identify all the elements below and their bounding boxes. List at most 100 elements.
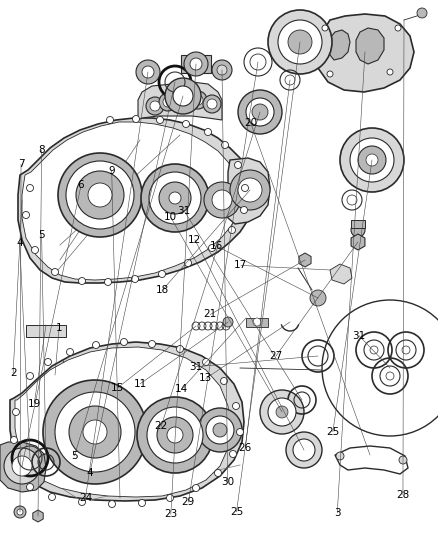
Text: 21: 21 — [204, 310, 217, 319]
Text: 14: 14 — [175, 384, 188, 394]
Circle shape — [278, 20, 322, 64]
Text: 31: 31 — [353, 331, 366, 341]
Polygon shape — [33, 510, 43, 522]
Circle shape — [206, 416, 234, 444]
Polygon shape — [18, 118, 254, 283]
Circle shape — [13, 408, 20, 416]
Text: 8: 8 — [38, 146, 45, 155]
Bar — [26, 325, 66, 337]
Circle shape — [229, 227, 236, 233]
Text: 1: 1 — [56, 323, 63, 333]
Text: 9: 9 — [108, 166, 115, 175]
Polygon shape — [138, 82, 222, 120]
Text: 7: 7 — [18, 159, 25, 169]
Circle shape — [253, 318, 261, 326]
Circle shape — [417, 8, 427, 18]
Circle shape — [174, 91, 192, 109]
Circle shape — [88, 183, 112, 207]
Circle shape — [138, 499, 145, 506]
Circle shape — [193, 95, 203, 105]
Text: 30: 30 — [221, 478, 234, 487]
Polygon shape — [226, 158, 270, 224]
Text: 18: 18 — [155, 286, 169, 295]
Circle shape — [238, 90, 282, 134]
Circle shape — [76, 171, 124, 219]
Circle shape — [141, 164, 209, 232]
Circle shape — [159, 182, 191, 214]
Text: 22: 22 — [155, 422, 168, 431]
Circle shape — [22, 212, 29, 219]
Circle shape — [27, 373, 33, 379]
Circle shape — [234, 161, 241, 168]
Circle shape — [173, 86, 193, 106]
Circle shape — [310, 290, 326, 306]
Circle shape — [149, 172, 201, 224]
Circle shape — [159, 93, 177, 111]
Text: 15: 15 — [111, 383, 124, 393]
Circle shape — [322, 25, 328, 31]
Text: 17: 17 — [234, 261, 247, 270]
Text: 29: 29 — [182, 497, 195, 507]
Circle shape — [230, 170, 270, 210]
Circle shape — [146, 97, 164, 115]
Circle shape — [222, 141, 229, 149]
Circle shape — [184, 52, 208, 76]
Circle shape — [246, 98, 274, 126]
Polygon shape — [356, 28, 384, 64]
Text: 28: 28 — [396, 490, 410, 499]
Text: 25: 25 — [230, 507, 243, 516]
Circle shape — [83, 420, 107, 444]
Circle shape — [78, 498, 85, 505]
Circle shape — [136, 60, 160, 84]
Circle shape — [238, 178, 262, 202]
Circle shape — [106, 117, 113, 124]
Circle shape — [198, 408, 242, 452]
Circle shape — [252, 104, 268, 120]
Circle shape — [169, 192, 181, 204]
Text: 6: 6 — [78, 181, 85, 190]
Circle shape — [208, 245, 215, 252]
Circle shape — [49, 494, 56, 500]
Circle shape — [167, 427, 183, 443]
Bar — [246, 318, 268, 327]
Circle shape — [11, 437, 18, 443]
Circle shape — [131, 276, 138, 282]
Circle shape — [32, 246, 39, 254]
Circle shape — [387, 69, 393, 75]
Text: 2: 2 — [10, 368, 17, 378]
Text: 24: 24 — [79, 494, 92, 503]
Circle shape — [340, 128, 404, 192]
Circle shape — [14, 506, 26, 518]
Circle shape — [192, 484, 199, 491]
Polygon shape — [15, 347, 230, 497]
Circle shape — [45, 359, 52, 366]
Circle shape — [133, 116, 139, 123]
Circle shape — [14, 463, 21, 470]
Text: 11: 11 — [134, 379, 147, 389]
Text: 26: 26 — [239, 443, 252, 453]
Circle shape — [12, 456, 32, 476]
Polygon shape — [316, 14, 414, 92]
Circle shape — [178, 95, 188, 105]
Circle shape — [92, 342, 99, 349]
Circle shape — [159, 271, 166, 278]
Circle shape — [366, 154, 378, 166]
Circle shape — [240, 206, 247, 214]
Circle shape — [336, 452, 344, 460]
Circle shape — [69, 406, 121, 458]
Text: 27: 27 — [269, 351, 283, 361]
Text: 31: 31 — [190, 362, 203, 372]
Circle shape — [58, 153, 142, 237]
Circle shape — [4, 448, 40, 484]
Circle shape — [212, 190, 232, 210]
Bar — [181, 55, 211, 73]
Circle shape — [66, 161, 134, 229]
Bar — [351, 220, 365, 228]
Circle shape — [17, 509, 23, 515]
Polygon shape — [328, 30, 350, 60]
Circle shape — [288, 30, 312, 54]
Text: 4: 4 — [86, 469, 93, 478]
Circle shape — [358, 146, 386, 174]
Polygon shape — [0, 442, 46, 492]
Circle shape — [286, 432, 322, 468]
